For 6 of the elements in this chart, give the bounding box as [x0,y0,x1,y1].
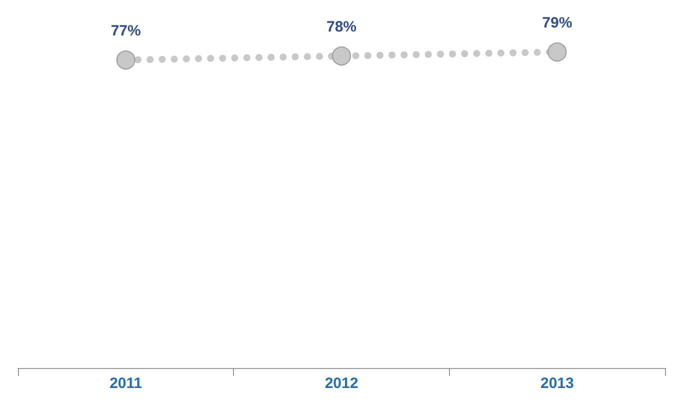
x-tick-label: 2011 [110,375,142,392]
data-label: 79% [542,14,572,32]
data-label: 77% [110,22,141,40]
data-label: 78% [326,18,357,36]
x-tick-label: 2012 [324,375,358,392]
x-tick-label: 2013 [540,375,574,392]
